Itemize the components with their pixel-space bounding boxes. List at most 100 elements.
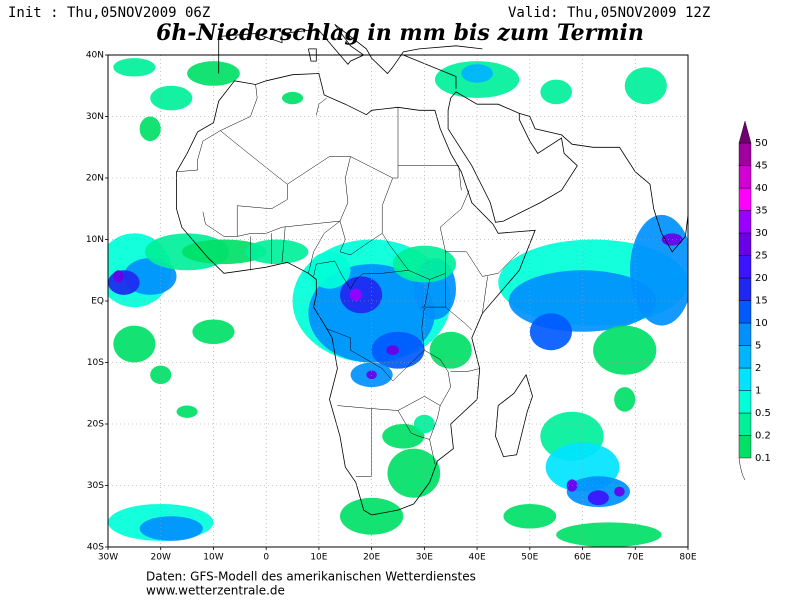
legend-label: 0.1: [755, 453, 771, 464]
lon-label: 30W: [98, 553, 118, 563]
rain-area: [349, 288, 363, 301]
rain-area: [340, 497, 404, 535]
footer-url: www.wetterzentrale.de: [146, 584, 285, 598]
lat-label: 20S: [87, 420, 104, 430]
rain-area: [181, 239, 267, 265]
rain-area: [139, 116, 161, 142]
legend-swatch: [738, 255, 752, 279]
legend-swatch: [738, 412, 752, 436]
border: [326, 279, 430, 382]
border: [308, 220, 341, 274]
legend-label: 1: [755, 386, 761, 397]
map: 30W 20W 10W 0 10E 20E 30E 40E 50E 60E 70E 80E 40N 30N…: [86, 23, 697, 563]
border: [281, 227, 286, 263]
legend-label: 2: [755, 363, 761, 374]
rain-area: [630, 214, 688, 326]
lon-label: 60E: [574, 553, 591, 563]
rain-area: [113, 58, 156, 77]
legend-swatch: [738, 345, 752, 369]
border: [445, 251, 520, 277]
init-time: Init : Thu,05NOV2009 06Z: [8, 5, 210, 21]
map-title: 6h-Niederschlag in mm bis zum Termin: [156, 20, 644, 46]
rain-area: [540, 79, 572, 105]
rain-area: [176, 405, 198, 418]
legend-swatch: [738, 300, 752, 324]
lat-label: EQ: [91, 297, 104, 307]
legend-label: 15: [755, 296, 768, 307]
legend-label: 50: [755, 138, 768, 149]
border: [220, 107, 399, 185]
border: [450, 368, 480, 372]
border: [355, 408, 372, 477]
legend-label: 40: [755, 183, 768, 194]
valid-time: Valid: Thu,05NOV2009 12Z: [508, 5, 710, 21]
legend-swatch: [738, 187, 752, 211]
rain-area: [150, 85, 193, 111]
legend-arrow: [738, 120, 752, 144]
rain-area: [308, 251, 351, 289]
lon-label: 10W: [203, 553, 223, 563]
rain-area: [614, 387, 636, 412]
legend-label: 35: [755, 206, 768, 217]
coastline: [176, 73, 536, 516]
legend-label: 30: [755, 228, 768, 239]
legend-tail: [738, 457, 746, 481]
lon-label: 30E: [416, 553, 433, 563]
coastline: [403, 54, 457, 89]
border: [397, 410, 430, 440]
rain-area: [392, 245, 457, 283]
rain-area: [387, 448, 441, 498]
rain-area: [366, 370, 377, 380]
rain-area: [461, 64, 493, 83]
lat-label: 40S: [87, 543, 104, 553]
lat-label: 40N: [86, 51, 104, 61]
lat-label: 30S: [87, 481, 104, 491]
rain-area: [386, 345, 400, 356]
lon-label: 50E: [521, 553, 538, 563]
legend-swatch: [738, 390, 752, 414]
rain-area: [614, 486, 625, 497]
border: [424, 349, 451, 465]
legend-label: 10: [755, 318, 768, 329]
rain-area: [113, 325, 156, 363]
lat-label: 30N: [86, 112, 104, 122]
legend-label: 45: [755, 161, 768, 172]
rain-area: [282, 91, 304, 105]
lon-label: 20W: [151, 553, 171, 563]
rain-area: [382, 424, 425, 449]
border: [176, 84, 258, 173]
footer-source: Daten: GFS-Modell des amerikanischen Wet…: [146, 570, 476, 584]
border: [339, 190, 470, 280]
legend-swatch: [738, 322, 752, 346]
rain-area: [245, 239, 309, 265]
rain-area: [556, 522, 662, 547]
rain-area: [529, 313, 573, 351]
legend-swatch: [738, 142, 752, 166]
legend-swatch: [738, 165, 752, 189]
border: [381, 177, 393, 234]
coastline: [495, 373, 533, 458]
rain-area: [187, 61, 240, 86]
border: [458, 165, 462, 191]
border: [316, 97, 327, 116]
lon-label: 40E: [469, 553, 486, 563]
rain-area: [108, 270, 140, 295]
rain-area: [624, 67, 667, 105]
border: [236, 184, 288, 237]
legend-swatch: [738, 210, 752, 234]
rain-area: [139, 516, 203, 541]
border: [339, 156, 351, 222]
lon-label: 20E: [363, 553, 380, 563]
legend-label: 20: [755, 273, 768, 284]
rain-area: [587, 490, 609, 506]
border: [445, 306, 472, 331]
coastline: [308, 48, 317, 62]
legend-label: 0.5: [755, 408, 771, 419]
map-frame: [107, 54, 689, 548]
coastline: [447, 91, 578, 223]
rain-area: [113, 270, 124, 283]
lon-label: 70E: [627, 553, 644, 563]
border: [313, 260, 409, 290]
